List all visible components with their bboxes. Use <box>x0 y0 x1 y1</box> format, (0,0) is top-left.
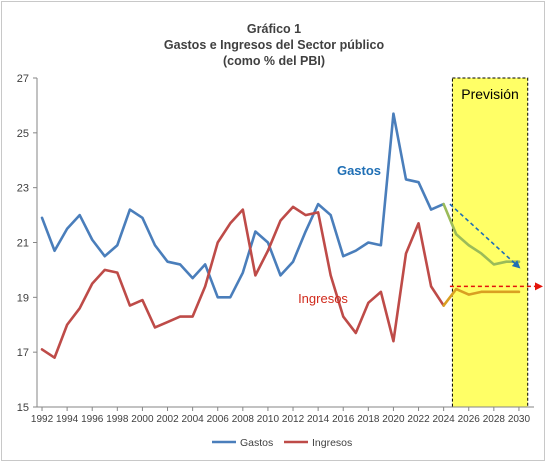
series-line-ingresos <box>40 205 445 359</box>
x-tick-label: 2024 <box>433 414 456 425</box>
x-tick-label: 2014 <box>307 414 330 425</box>
x-tick-label: 2006 <box>207 414 230 425</box>
chart-title: Gráfico 1 <box>246 22 302 36</box>
y-tick-label: 27 <box>17 73 29 85</box>
ingresos-annotation: Ingresos <box>298 291 348 306</box>
x-tick-label: 2026 <box>458 414 481 425</box>
chart-subtitle-units: (como % del PBI) <box>222 54 326 68</box>
forecast-label: Previsión <box>461 86 519 102</box>
x-tick-label: 1996 <box>81 414 104 425</box>
y-tick-label: 23 <box>17 183 29 195</box>
y-tick-label: 17 <box>17 347 29 359</box>
chart-subtitle: Gastos e Ingresos del Sector público <box>163 38 385 52</box>
x-tick-label: 2004 <box>182 414 205 425</box>
x-tick-label: 1998 <box>106 414 129 425</box>
y-tick-label: 15 <box>17 402 29 414</box>
x-tick-label: 2008 <box>232 414 255 425</box>
trend-arrow <box>449 203 521 269</box>
legend-label: Ingresos <box>312 437 352 449</box>
series-forecast-line-ingresos <box>442 287 521 307</box>
legend-label: Gastos <box>240 437 273 449</box>
x-tick-label: 2012 <box>282 414 305 425</box>
y-tick-label: 19 <box>17 292 29 304</box>
x-tick-label: 2022 <box>407 414 430 425</box>
x-tick-label: 1992 <box>31 414 54 425</box>
x-tick-label: 2030 <box>508 414 531 425</box>
x-tick-label: 2016 <box>332 414 355 425</box>
y-tick-label: 25 <box>17 128 29 140</box>
x-tick-label: 2002 <box>156 414 179 425</box>
x-tick-label: 2028 <box>483 414 506 425</box>
x-tick-label: 2010 <box>257 414 280 425</box>
y-tick-label: 21 <box>17 238 29 250</box>
series-forecast-line-gastos <box>442 202 521 266</box>
x-tick-label: 2020 <box>382 414 405 425</box>
gastos-annotation: Gastos <box>337 163 381 178</box>
x-tick-label: 1994 <box>56 414 79 425</box>
series-line-gastos <box>40 112 445 299</box>
x-tick-label: 2000 <box>131 414 154 425</box>
x-tick-label: 2018 <box>357 414 380 425</box>
